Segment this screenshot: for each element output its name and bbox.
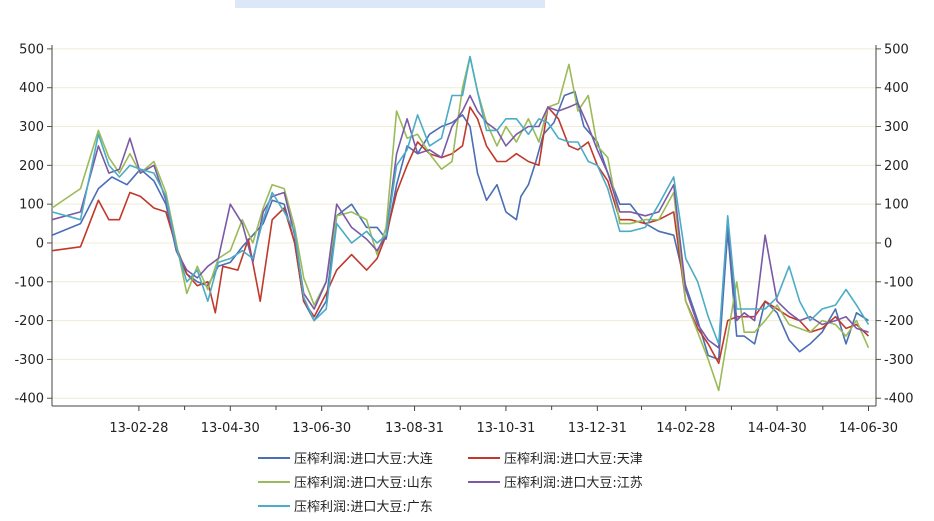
y-tick-label-left: -400 — [14, 392, 44, 407]
y-tick-label-right: -300 — [884, 353, 914, 368]
x-tick-label: 13-08-31 — [385, 421, 444, 436]
x-tick-label: 13-12-31 — [568, 421, 627, 436]
legend-label-3: 压榨利润:进口大豆:山东 — [294, 475, 433, 491]
x-tick-label: 13-06-30 — [292, 421, 351, 436]
legend-label-5: 压榨利润:进口大豆:广东 — [294, 499, 433, 515]
series-line-4 — [51, 94, 869, 349]
y-tick-label-right: 400 — [884, 81, 909, 96]
y-tick-label-right: 300 — [884, 120, 909, 135]
y-tick-label-left: 100 — [19, 198, 44, 213]
x-tick-label: 13-10-31 — [476, 421, 535, 436]
y-tick-label-right: -400 — [884, 392, 914, 407]
y-tick-label-left: 300 — [19, 120, 44, 135]
legend-label-1: 压榨利润:进口大豆:大连 — [294, 451, 433, 467]
legend-label-4: 压榨利润:进口大豆:江苏 — [504, 475, 643, 491]
x-tick-label: 14-02-28 — [656, 421, 715, 436]
y-tick-label-right: 0 — [884, 236, 892, 251]
x-tick-label: 13-02-28 — [109, 421, 168, 436]
series-layer — [51, 55, 870, 392]
y-tick-label-left: 0 — [36, 236, 44, 251]
y-tick-label-right: 100 — [884, 198, 909, 213]
x-tick-label: 14-04-30 — [748, 421, 807, 436]
y-tick-label-right: 200 — [884, 159, 909, 174]
legend-label-2: 压榨利润:进口大豆:天津 — [504, 451, 643, 467]
y-tick-label-left: -300 — [14, 353, 44, 368]
y-tick-label-right: -200 — [884, 314, 914, 329]
y-tick-label-left: 200 — [19, 159, 44, 174]
y-tick-label-left: 500 — [19, 42, 44, 57]
y-tick-label-left: 400 — [19, 81, 44, 96]
series-line-1 — [51, 90, 869, 361]
y-tick-label-right: 500 — [884, 42, 909, 57]
y-tick-label-left: -100 — [14, 275, 44, 290]
y-tick-label-right: -100 — [884, 275, 914, 290]
x-tick-label: 14-06-30 — [839, 421, 898, 436]
x-tick-label: 13-04-30 — [201, 421, 260, 436]
y-tick-label-left: -200 — [14, 314, 44, 329]
series-line-5 — [51, 55, 870, 345]
axes-layer: -400 -400 -300 -300 -200 -200 -100 -100 0 0 100 100… — [14, 42, 913, 436]
top-header-strip — [235, 0, 545, 8]
